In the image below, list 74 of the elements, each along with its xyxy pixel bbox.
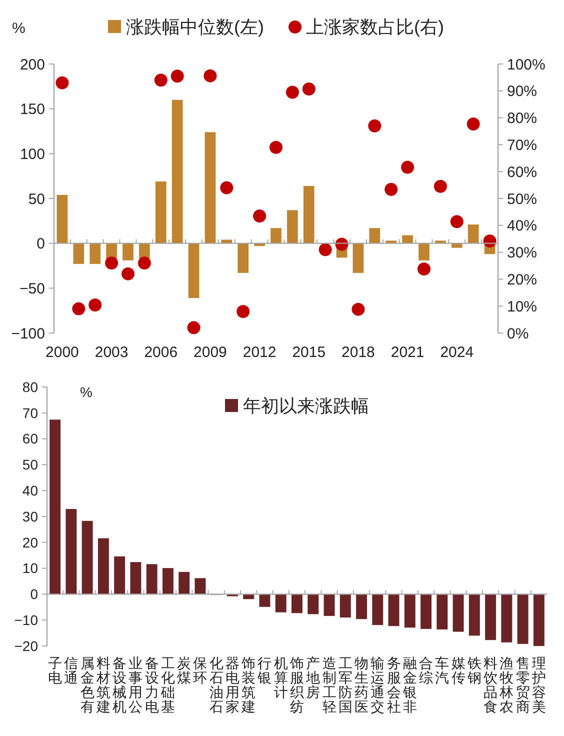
x-tick-label: 2024 [440, 344, 474, 361]
y-tick-label: 80 [22, 378, 38, 395]
x-tick-label: 2012 [242, 344, 276, 361]
x-tick-label: 公用事业 [128, 655, 143, 714]
y2-tick-label: 10% [507, 298, 538, 316]
x-tick-label: 通信 [64, 655, 78, 686]
y2-tick-label: 30% [507, 244, 538, 262]
x-tick-label: 传媒 [451, 655, 466, 686]
x-tick-label: 机械设备 [112, 655, 127, 714]
y-axis-title: % [12, 20, 26, 37]
x-tick-label: 煤炭 [177, 655, 192, 686]
x-tick-label: 纺织服饰 [289, 655, 304, 714]
x-tick-label: 综合 [419, 655, 434, 686]
y-tick-label: 0 [36, 236, 45, 253]
y-tick-label: −10 [14, 612, 38, 628]
y-axis-title: % [80, 384, 92, 400]
legend-label: 涨跌幅中位数(左) [126, 17, 264, 37]
x-tick-label: 房地产 [305, 655, 320, 700]
y-tick-label: 10 [22, 560, 38, 576]
y-tick-label: 70 [22, 404, 38, 421]
y2-tick-label: 60% [507, 164, 538, 181]
x-tick-label: 汽车 [435, 655, 450, 686]
y-tick-label: 50 [28, 190, 45, 208]
x-tick-label: 国防军工 [338, 655, 352, 714]
x-tick-label: 有色金属 [80, 655, 94, 714]
x-tick-label: 建筑装饰 [240, 655, 256, 714]
y2-tick-label: 20% [507, 271, 538, 288]
y-tick-label: 0 [30, 586, 38, 602]
x-tick-label: 建筑材料 [95, 655, 110, 714]
legend-label: 上涨家数占比(右) [306, 17, 444, 37]
y-tick-label: −100 [11, 325, 45, 342]
x-tick-label: 家用电器 [225, 655, 240, 714]
x-tick-label: 石油石化 [209, 655, 224, 714]
x-tick-label: 美容护理 [530, 655, 546, 714]
y-tick-label: −20 [14, 638, 38, 654]
y2-tick-label: 40% [507, 218, 538, 235]
y-tick-label: −50 [20, 280, 45, 298]
y2-tick-label: 80% [507, 110, 538, 128]
y2-tick-label: 90% [507, 83, 538, 100]
x-tick-label: 医药生物 [354, 655, 369, 714]
x-tick-label: 非银金融 [402, 655, 417, 714]
y-tick-label: 20 [22, 534, 38, 550]
x-tick-label: 2000 [46, 344, 79, 361]
y-tick-label: 40 [22, 482, 38, 498]
y-tick-label: 60 [22, 430, 38, 447]
y-tick-label: 50 [22, 456, 38, 473]
y-tick-label: 100 [20, 146, 45, 163]
y-tick-label: 150 [20, 101, 45, 118]
x-tick-label: 2009 [194, 344, 227, 361]
x-tick-label: 商贸零售 [516, 655, 530, 714]
x-tick-label: 轻工制造 [322, 655, 336, 714]
y-tick-label: 30 [22, 508, 38, 524]
x-tick-label: 银行 [256, 655, 272, 686]
x-tick-label: 社会服务 [386, 655, 401, 714]
x-tick-label: 环保 [193, 655, 208, 686]
y2-tick-label: 0% [507, 325, 529, 342]
x-tick-label: 基础化工 [160, 655, 175, 714]
x-tick-label: 计算机 [274, 655, 288, 700]
x-tick-label: 2006 [144, 344, 178, 361]
x-tick-label: 钢铁 [466, 655, 482, 686]
legend: 年初以来涨跌幅 [225, 396, 369, 416]
y2-tick-label: 50% [507, 190, 538, 208]
y2-tick-label: 100% [507, 56, 546, 74]
x-tick-label: 农林牧渔 [498, 655, 514, 714]
x-tick-label: 食品饮料 [482, 655, 498, 714]
x-tick-label: 2003 [94, 344, 128, 361]
x-tick-label: 2021 [390, 344, 424, 361]
y2-tick-label: 70% [507, 136, 538, 154]
y-tick-label: 200 [20, 56, 45, 74]
x-tick-label: 2018 [342, 344, 375, 361]
x-tick-label: 2015 [292, 344, 326, 361]
x-tick-label: 交通运输 [370, 655, 385, 714]
x-tick-label: 电子 [48, 655, 62, 686]
x-tick-label: 电力设备 [144, 655, 159, 714]
